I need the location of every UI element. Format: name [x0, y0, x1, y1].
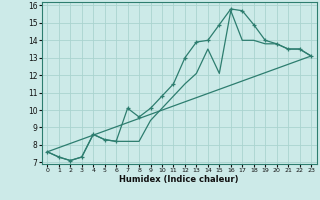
X-axis label: Humidex (Indice chaleur): Humidex (Indice chaleur)	[119, 175, 239, 184]
